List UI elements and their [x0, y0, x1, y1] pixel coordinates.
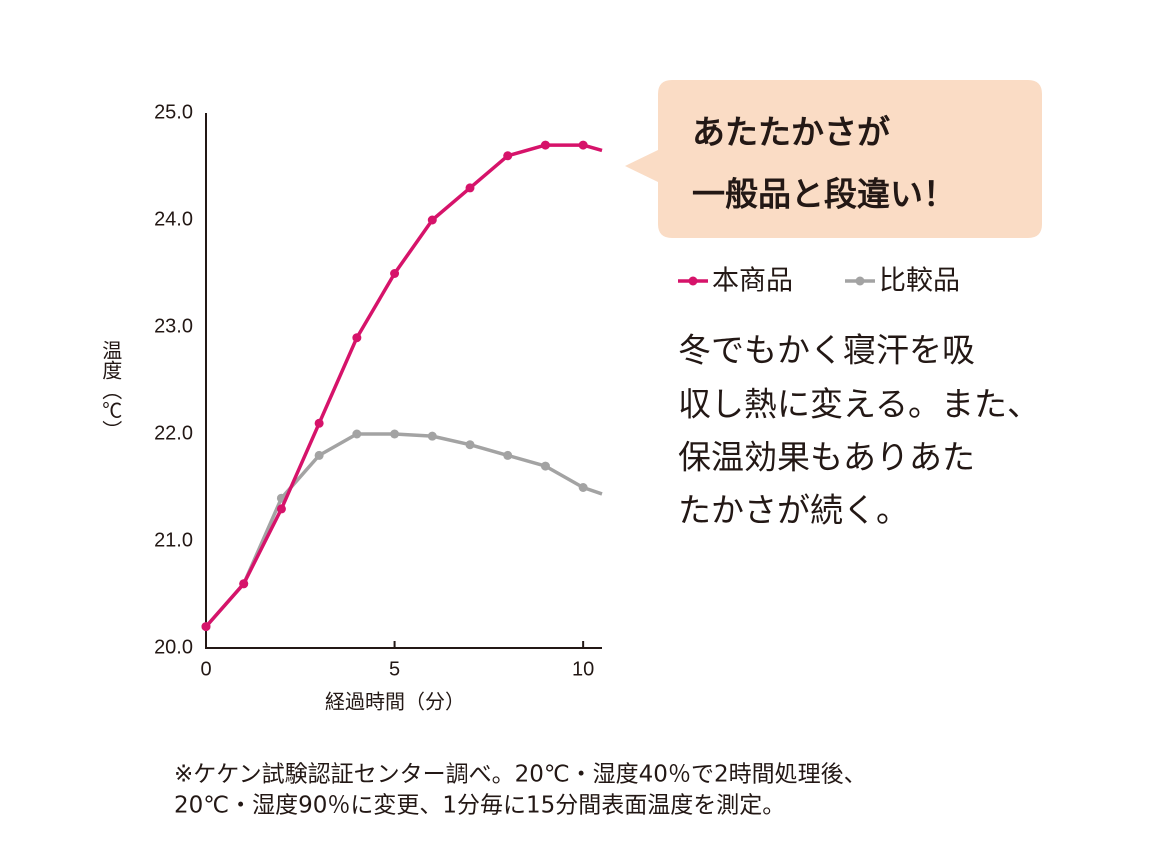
footnote: ※ケケン試験認証センター調べ。20℃・湿度40％で2時間処理後、: [174, 762, 867, 788]
x-tick-label: 10: [572, 658, 594, 680]
data-point: [465, 440, 475, 450]
data-point: [314, 418, 324, 428]
x-tick-label: 0: [200, 658, 211, 680]
data-point: [352, 429, 362, 439]
data-point: [578, 140, 588, 150]
data-point: [314, 450, 324, 460]
data-point: [276, 504, 286, 514]
data-point: [540, 140, 550, 150]
data-point: [201, 622, 211, 632]
data-point: [503, 450, 513, 460]
data-point: [503, 151, 513, 161]
callout-text: あたたかさが: [692, 113, 890, 152]
description: 冬でもかく寝汗を吸: [678, 331, 975, 370]
data-point: [465, 183, 475, 193]
callout-bubble: [625, 80, 1042, 238]
data-point: [352, 333, 362, 343]
x-axis-label: 経過時間（分）: [325, 690, 465, 713]
description: 保温効果もありあた: [678, 438, 975, 477]
y-tick-label: 23.0: [154, 315, 193, 337]
description: たかさが続く。: [678, 491, 909, 530]
legend-label: 比較品: [879, 266, 960, 297]
data-point: [239, 579, 249, 589]
legend-label: 本商品: [712, 266, 793, 297]
data-point: [390, 429, 400, 439]
y-tick-label: 22.0: [154, 422, 193, 444]
footnote: 20℃・湿度90％に変更、1分毎に15分間表面温度を測定。: [174, 793, 785, 819]
data-point: [427, 215, 437, 225]
data-point: [578, 483, 588, 492]
data-point: [540, 461, 550, 471]
description: 収し熱に変える。また、: [678, 385, 1040, 424]
data-point: [427, 431, 437, 441]
y-tick-label: 24.0: [154, 208, 193, 230]
legend-swatch-dot: [855, 276, 865, 286]
y-tick-label: 25.0: [154, 101, 193, 123]
callout-text: 一般品と段違い！: [692, 175, 956, 214]
series-line: [204, 432, 603, 628]
data-point: [390, 269, 400, 278]
legend-swatch-dot: [688, 276, 698, 286]
x-tick-label: 5: [389, 658, 400, 680]
y-axis-label: 温度（℃）: [99, 340, 122, 440]
y-tick-label: 21.0: [154, 529, 193, 551]
y-tick-label: 20.0: [154, 636, 193, 658]
series-line: [204, 143, 603, 628]
